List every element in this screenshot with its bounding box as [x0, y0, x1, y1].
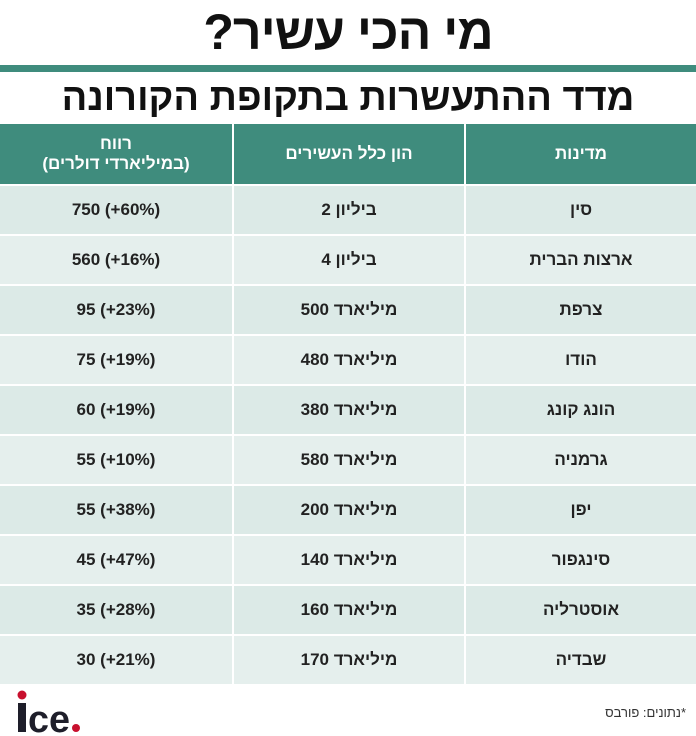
table-row: גרמניה 580 מיליארד 55 (+10%) — [0, 436, 696, 486]
table-row: ארצות הברית 4 ביליון 560 (+16%) — [0, 236, 696, 286]
table-row: יפן 200 מיליארד 55 (+38%) — [0, 486, 696, 536]
profit-cell: 45 (+47%) — [0, 536, 232, 586]
country-cell: סין — [466, 186, 696, 236]
wealth-cell: 160 מיליארד — [234, 586, 464, 636]
table-row: הונג קונג 380 מיליארד 60 (+19%) — [0, 386, 696, 436]
profit-cell: 560 (+16%) — [0, 236, 232, 286]
profit-cell: 750 (+60%) — [0, 186, 232, 236]
country-cell: הודו — [466, 336, 696, 386]
page-subtitle: מדד ההתעשרות בתקופת הקורונה — [61, 77, 635, 119]
table-row: סין 2 ביליון 750 (+60%) — [0, 186, 696, 236]
table-header: מדינות הון כלל העשירים רווח (במיליארדי ד… — [0, 124, 696, 186]
header-profit-unit: (במיליארדי דולרים) — [42, 154, 190, 173]
table-row: צרפת 500 מיליארד 95 (+23%) — [0, 286, 696, 336]
profit-cell: 95 (+23%) — [0, 286, 232, 336]
table-row: שבדיה 170 מיליארד 30 (+21%) — [0, 636, 696, 686]
profit-cell: 75 (+19%) — [0, 336, 232, 386]
table-row: הודו 480 מיליארד 75 (+19%) — [0, 336, 696, 386]
profit-cell: 30 (+21%) — [0, 636, 232, 686]
source-note: *נתונים: פורבס — [605, 705, 686, 720]
country-cell: שבדיה — [466, 636, 696, 686]
country-cell: סינגפור — [466, 536, 696, 586]
profit-cell: 60 (+19%) — [0, 386, 232, 436]
header-wealth: הון כלל העשירים — [234, 124, 464, 186]
divider-bar — [0, 65, 696, 72]
page-title: מי הכי עשיר? — [203, 4, 493, 60]
header-profit: רווח (במיליארדי דולרים) — [0, 124, 232, 186]
svg-text:ce: ce — [28, 699, 70, 734]
wealth-cell: 170 מיליארד — [234, 636, 464, 686]
wealth-cell: 4 ביליון — [234, 236, 464, 286]
header-profit-label: רווח — [100, 134, 132, 153]
table-row: סינגפור 140 מיליארד 45 (+47%) — [0, 536, 696, 586]
country-cell: גרמניה — [466, 436, 696, 486]
profit-cell: 55 (+38%) — [0, 486, 232, 536]
wealth-table: מדינות הון כלל העשירים רווח (במיליארדי ד… — [0, 124, 696, 686]
country-cell: ארצות הברית — [466, 236, 696, 286]
wealth-cell: 580 מיליארד — [234, 436, 464, 486]
country-cell: אוסטרליה — [466, 586, 696, 636]
header-country: מדינות — [466, 124, 696, 186]
wealth-cell: 200 מיליארד — [234, 486, 464, 536]
wealth-cell: 2 ביליון — [234, 186, 464, 236]
country-cell: יפן — [466, 486, 696, 536]
wealth-cell: 480 מיליארד — [234, 336, 464, 386]
ice-logo: ce — [17, 690, 80, 734]
table-row: אוסטרליה 160 מיליארד 35 (+28%) — [0, 586, 696, 636]
country-cell: צרפת — [466, 286, 696, 336]
wealth-cell: 140 מיליארד — [234, 536, 464, 586]
profit-cell: 35 (+28%) — [0, 586, 232, 636]
wealth-cell: 380 מיליארד — [234, 386, 464, 436]
wealth-cell: 500 מיליארד — [234, 286, 464, 336]
country-cell: הונג קונג — [466, 386, 696, 436]
profit-cell: 55 (+10%) — [0, 436, 232, 486]
